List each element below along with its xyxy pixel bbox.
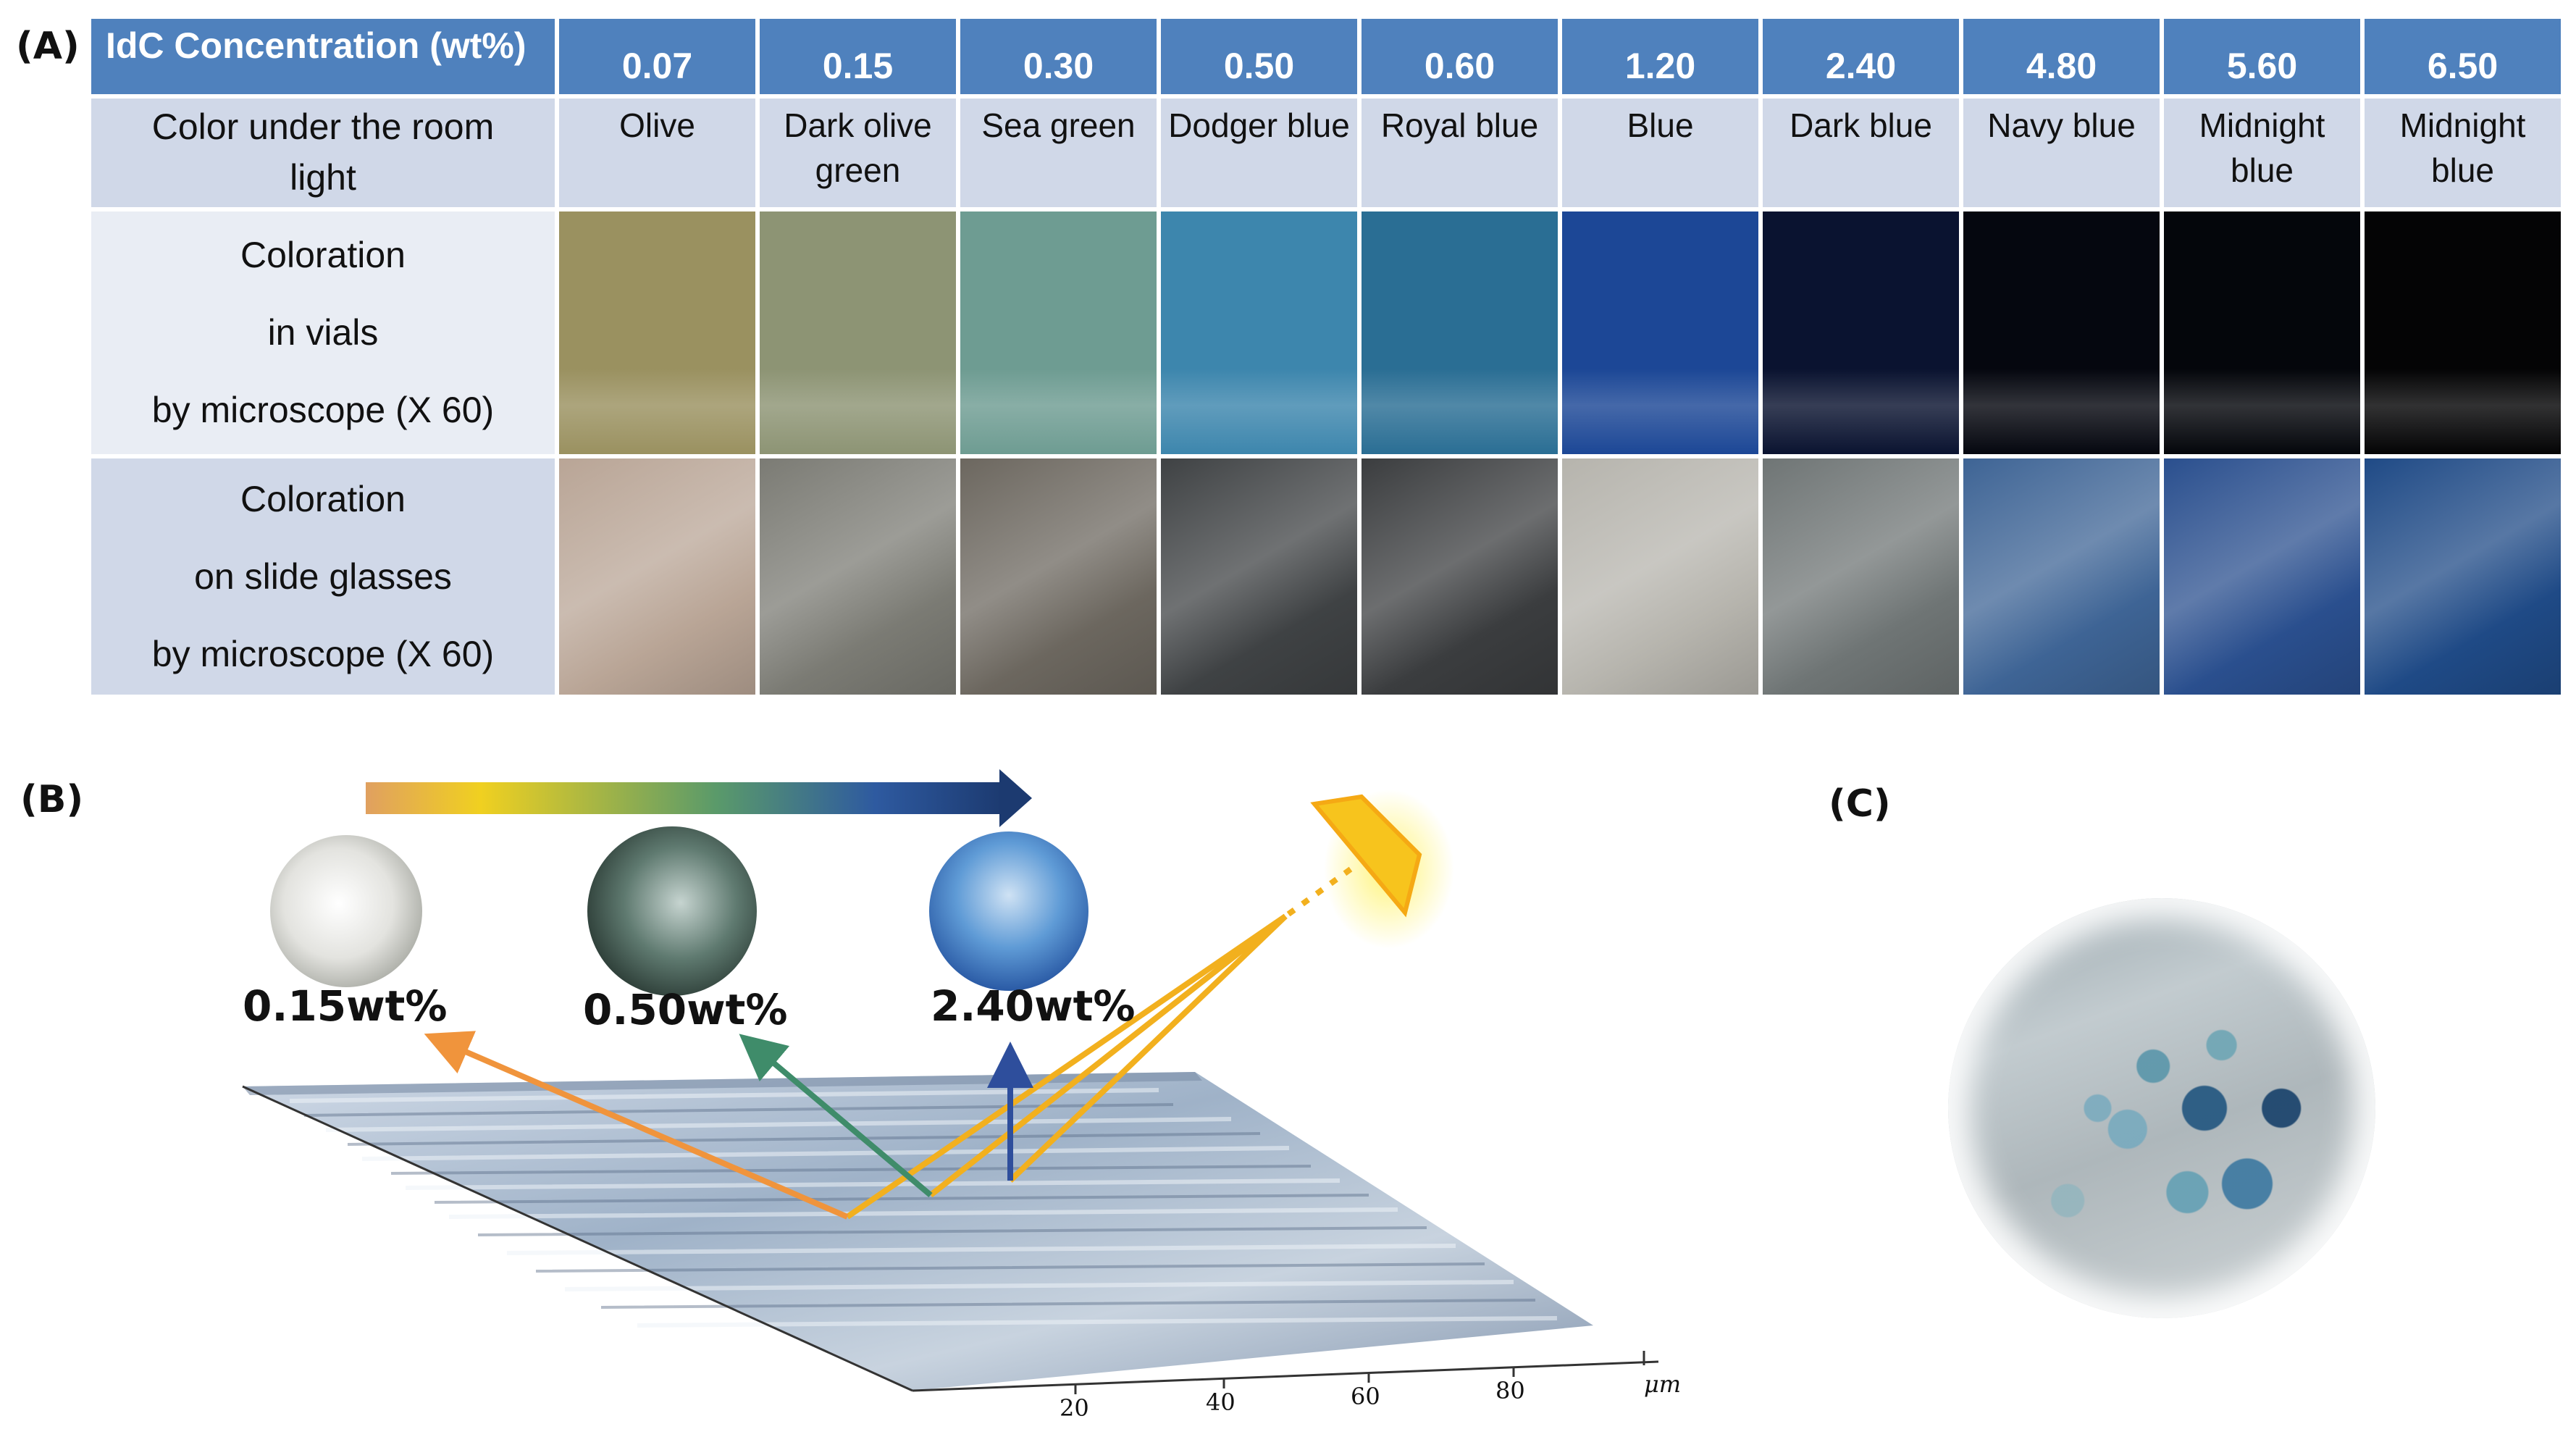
- reflected-ray-orange: [424, 1031, 849, 1220]
- slide-swatch-3: [1161, 458, 1357, 695]
- color-name-4: Royal blue: [1362, 99, 1558, 207]
- color-name-5: Blue: [1562, 99, 1758, 207]
- droplet-photo-3: [929, 831, 1088, 991]
- conc-3: 0.50: [1161, 19, 1357, 94]
- axis-bottom: [912, 1360, 1659, 1392]
- conc-2: 0.30: [960, 19, 1157, 94]
- conc-4: 0.60: [1362, 19, 1558, 94]
- vials-label-line-2: in vials: [267, 312, 379, 353]
- slide-swatch-4: [1362, 458, 1558, 695]
- reflected-ray-green: [739, 1034, 933, 1198]
- wt-label-2: 0.50wt%: [583, 985, 788, 1034]
- slide-swatch-9: [2365, 458, 2561, 695]
- slide-swatch-1: [760, 458, 956, 695]
- reflection-diagram: 0.15wt% 0.50wt% 2.40wt% 20 40 60 80 μm: [0, 753, 1738, 1437]
- vial-swatch-5: [1562, 211, 1758, 454]
- axis-tick-20: 20: [1060, 1394, 1089, 1422]
- vial-swatch-8: [2164, 211, 2360, 454]
- panel-label-c: (C): [1829, 782, 1891, 826]
- incident-ray-1: [845, 913, 1288, 1220]
- color-name-0: Olive: [559, 99, 755, 207]
- conc-1: 0.15: [760, 19, 956, 94]
- conc-6: 2.40: [1763, 19, 1959, 94]
- vial-swatch-9: [2365, 211, 2561, 454]
- slide-swatch-7: [1963, 458, 2160, 695]
- panel-label-b: (B): [20, 778, 84, 821]
- bead-microscope-photo: [1948, 898, 2375, 1318]
- light-source-icon: [1310, 794, 1422, 918]
- color-name-8: Midnight blue: [2164, 99, 2360, 207]
- vial-swatch-3: [1161, 211, 1357, 454]
- slides-label-line-3: by microscope (X 60): [151, 633, 495, 674]
- color-name-7: Navy blue: [1963, 99, 2160, 207]
- color-name-2: Sea green: [960, 99, 1157, 207]
- axis-tick-60: 60: [1351, 1383, 1380, 1410]
- panel-label-a: (A): [16, 25, 80, 68]
- axis-left-edge: [242, 1085, 913, 1392]
- conc-8: 5.60: [2164, 19, 2360, 94]
- color-name-1: Dark olive green: [760, 99, 956, 207]
- axis-unit: μm: [1644, 1370, 1682, 1398]
- conc-7: 4.80: [1963, 19, 2160, 94]
- vial-swatch-7: [1963, 211, 2160, 454]
- axis-tick-40: 40: [1206, 1388, 1235, 1416]
- vial-swatch-6: [1763, 211, 1959, 454]
- reflection-diagram-svg: [242, 769, 1659, 1394]
- droplet-photo-2: [587, 826, 757, 996]
- color-name-3: Dodger blue: [1161, 99, 1357, 207]
- slides-label-line-1: Coloration: [240, 478, 406, 519]
- incident-ray-3: [1008, 914, 1288, 1183]
- slide-swatch-0: [559, 458, 755, 695]
- color-row-label: Color under the room light: [91, 99, 555, 207]
- vial-swatch-0: [559, 211, 755, 454]
- wt-label-3: 2.40wt%: [931, 981, 1136, 1031]
- wt-label-1: 0.15wt%: [243, 981, 448, 1031]
- droplet-photo-1: [270, 835, 422, 987]
- vials-label-line-1: Coloration: [240, 235, 406, 275]
- slides-label-line-2: on slide glasses: [194, 556, 452, 597]
- gradient-arrow-head: [999, 769, 1032, 827]
- vial-swatch-4: [1362, 211, 1558, 454]
- conc-9: 6.50: [2365, 19, 2561, 94]
- vials-label-line-3: by microscope (X 60): [151, 390, 495, 430]
- color-name-6: Dark blue: [1763, 99, 1959, 207]
- slide-swatch-5: [1562, 458, 1758, 695]
- light-ray-dotted: [1283, 866, 1353, 919]
- slide-swatch-2: [960, 458, 1157, 695]
- vials-row-label: Coloration in vials by microscope (X 60): [91, 211, 555, 454]
- slide-swatch-6: [1763, 458, 1959, 695]
- slides-row-label: Coloration on slide glasses by microscop…: [91, 458, 555, 695]
- afm-surface: [243, 1072, 1593, 1391]
- vial-swatch-1: [760, 211, 956, 454]
- conc-5: 1.20: [1562, 19, 1758, 94]
- color-gradient-bar: [366, 782, 1003, 814]
- slide-swatch-8: [2164, 458, 2360, 695]
- coloration-table: IdC Concentration (wt%) 0.07 0.15 0.30 0…: [91, 19, 2561, 695]
- conc-0: 0.07: [559, 19, 755, 94]
- header-label: IdC Concentration (wt%): [91, 19, 555, 94]
- incident-ray-2: [928, 913, 1288, 1198]
- color-name-9: Midnight blue: [2365, 99, 2561, 207]
- axis-tick-80: 80: [1495, 1377, 1525, 1404]
- vial-swatch-2: [960, 211, 1157, 454]
